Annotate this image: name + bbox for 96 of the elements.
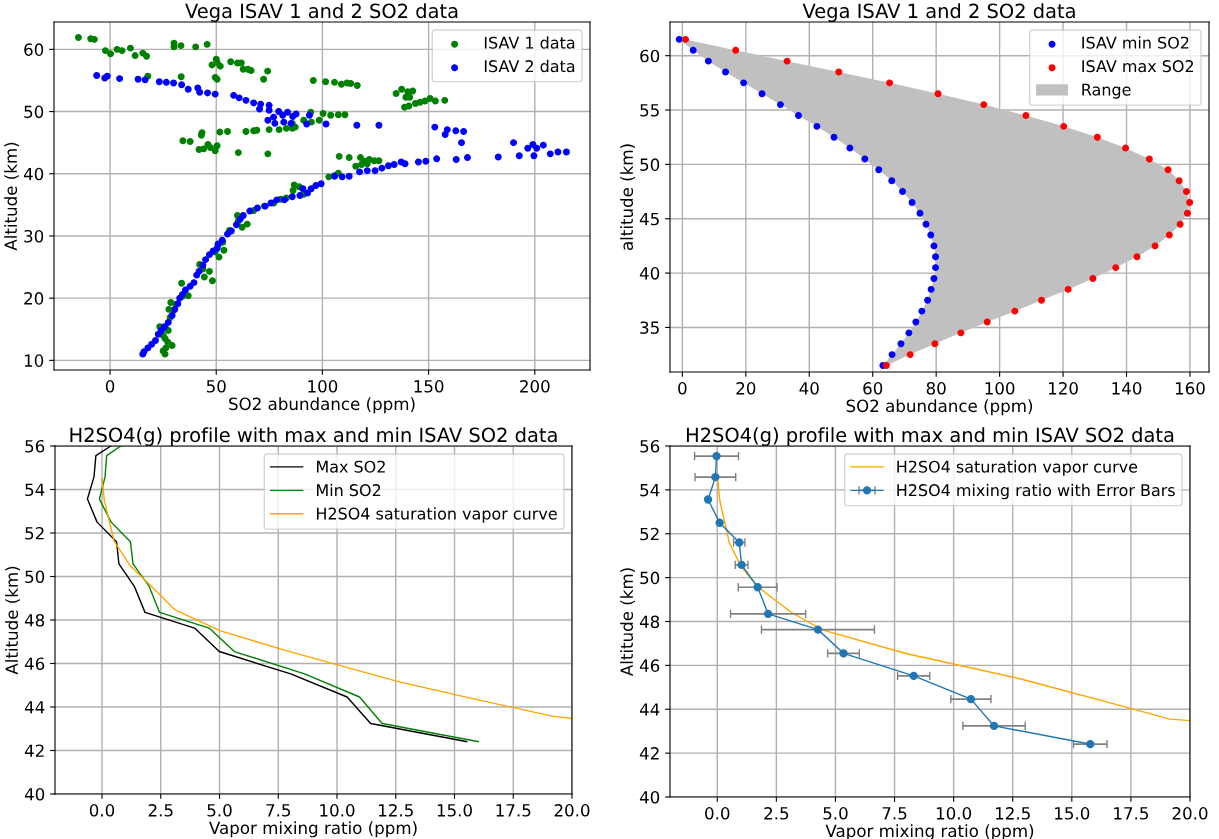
y-tick-label: 46 xyxy=(639,659,660,672)
y-tick-label: 44 xyxy=(639,703,660,716)
x-tick-label: 0 xyxy=(678,382,687,395)
legend-label: Min SO2 xyxy=(317,483,381,497)
point xyxy=(813,625,823,634)
x-tick-label: 20.0 xyxy=(554,804,590,817)
x-tick-label: 0.0 xyxy=(89,804,115,817)
x-tick-label: 7.5 xyxy=(266,804,291,817)
x-tick-label: 12.5 xyxy=(996,807,1030,820)
point xyxy=(909,671,918,681)
x-tick-label: 20 xyxy=(736,382,756,395)
x-tick-label: 100 xyxy=(308,380,338,393)
legend-label: H2SO4 saturation vapor curve xyxy=(897,460,1138,476)
x-tick-label: 160 xyxy=(1175,382,1205,395)
y-tick-label: 56 xyxy=(25,439,45,453)
y-tick-label: 20 xyxy=(24,292,44,305)
x-tick-label: 17.5 xyxy=(496,804,531,817)
y-tick-label: 40 xyxy=(24,787,45,801)
y-tick-label: 50 xyxy=(24,105,44,119)
chart-title: H2SO4(g) profile with max and min ISAV SO2 data xyxy=(70,427,557,446)
y-tick-label: 42 xyxy=(24,744,44,757)
x-axis-title: SO2 abundance (ppm) xyxy=(229,397,415,414)
x-tick-label: 5.0 xyxy=(207,804,232,817)
x-tick-label: 80 xyxy=(926,382,946,395)
x-tick-label: 60 xyxy=(863,382,883,395)
x-tick-label: 10.0 xyxy=(936,807,972,820)
legend-label: ISAV max SO2 xyxy=(1082,60,1194,73)
y-tick-label: 50 xyxy=(25,570,45,584)
y-tick-label: 46 xyxy=(24,657,45,671)
y-tick-label: 40 xyxy=(639,790,660,804)
y-axis-title: Altitude (km) xyxy=(620,568,636,677)
legend-label: Range xyxy=(1082,83,1131,99)
y-axis-title: altitude (km) xyxy=(620,144,636,251)
y-tick-label: 60 xyxy=(24,43,44,56)
y-tick-label: 42 xyxy=(639,747,659,760)
x-tick-label: 140 xyxy=(1112,382,1142,395)
y-tick-label: 54 xyxy=(640,484,660,497)
legend-label: ISAV min SO2 xyxy=(1082,36,1189,49)
chart-title: Vega ISAV 1 and 2 SO2 data xyxy=(802,3,1075,22)
point xyxy=(753,583,762,592)
chart-title: H2SO4(g) profile with max and min ISAV SO2 data xyxy=(686,427,1174,446)
line-series xyxy=(101,477,572,720)
y-tick-label: 30 xyxy=(24,229,44,243)
x-tick-label: 15.0 xyxy=(1055,807,1090,820)
legend-label: ISAV 1 data xyxy=(484,36,575,49)
point xyxy=(763,609,773,618)
point xyxy=(966,694,976,704)
y-axis-title: Altitude (km) xyxy=(4,142,20,251)
x-tick-label: 5.0 xyxy=(823,807,848,820)
y-tick-label: 45 xyxy=(639,212,659,226)
y-tick-label: 60 xyxy=(640,49,660,63)
y-tick-label: 50 xyxy=(640,158,660,171)
x-tick-label: 0 xyxy=(105,380,115,393)
y-tick-label: 56 xyxy=(640,439,660,453)
y-axis-title: Altitude (km) xyxy=(5,566,21,675)
y-tick-label: 54 xyxy=(25,483,45,497)
x-axis-title: Vapor mixing ratio (ppm) xyxy=(209,821,417,838)
y-tick-label: 44 xyxy=(24,701,45,714)
point xyxy=(711,472,720,482)
y-tick-label: 35 xyxy=(640,321,659,334)
x-tick-label: 20.0 xyxy=(1172,807,1208,820)
y-tick-label: 48 xyxy=(639,615,660,629)
y-tick-label: 40 xyxy=(23,167,44,181)
x-tick-label: 12.5 xyxy=(379,804,413,817)
point xyxy=(989,721,999,731)
y-tick-label: 52 xyxy=(25,526,44,540)
y-tick-label: 10 xyxy=(24,354,44,367)
x-axis-title: SO2 abundance (ppm) xyxy=(846,399,1033,416)
x-tick-label: 0.0 xyxy=(705,807,730,820)
x-tick-label: 15.0 xyxy=(437,804,472,817)
point xyxy=(703,495,713,504)
chart-title: Vega ISAV 1 and 2 SO2 data xyxy=(185,3,458,22)
x-tick-label: 2.5 xyxy=(148,804,173,817)
x-tick-label: 50 xyxy=(206,380,226,393)
legend-label: ISAV 2 data xyxy=(484,59,575,73)
x-tick-label: 200 xyxy=(520,380,550,393)
point xyxy=(712,451,721,461)
x-tick-label: 40 xyxy=(799,382,819,395)
legend-label: Max SO2 xyxy=(317,460,385,473)
y-tick-label: 50 xyxy=(640,571,660,585)
x-tick-label: 10.0 xyxy=(320,804,355,817)
point xyxy=(715,518,724,527)
x-tick-label: 100 xyxy=(985,382,1015,395)
y-tick-label: 55 xyxy=(640,104,659,117)
x-tick-label: 17.5 xyxy=(1114,807,1149,820)
y-tick-label: 40 xyxy=(639,267,660,280)
legend-label: H2SO4 mixing ratio with Error Bars xyxy=(897,483,1175,500)
y-tick-label: 48 xyxy=(24,613,45,627)
point xyxy=(1086,739,1095,749)
x-tick-label: 150 xyxy=(414,380,444,393)
x-tick-label: 7.5 xyxy=(882,807,907,820)
legend-label: H2SO4 saturation vapor curve xyxy=(317,507,557,523)
x-tick-label: 120 xyxy=(1048,382,1078,395)
point xyxy=(839,649,848,658)
x-tick-label: 2.5 xyxy=(764,807,789,820)
y-tick-label: 52 xyxy=(640,527,659,541)
